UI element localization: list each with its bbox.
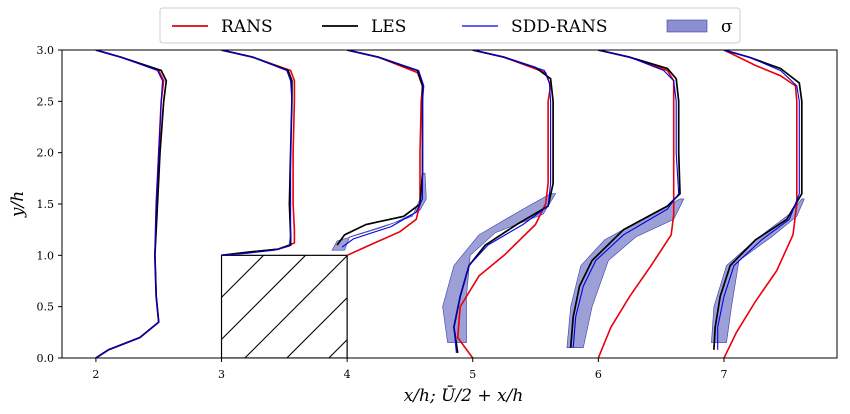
y-tick-label: 2.0 (37, 147, 55, 160)
y-axis-title: y/h (8, 191, 28, 218)
x-axis-title: x/h; Ū/2 + x/h (404, 385, 524, 406)
sigma-band-x7 (711, 198, 805, 343)
hatch-line (244, 255, 348, 358)
sigma-band-x6 (566, 198, 685, 348)
obstacle-hatch (221, 255, 348, 358)
rans-profile-x4 (346, 50, 424, 257)
sdd-rans-profile-x5 (453, 50, 552, 353)
legend-swatch-sigma (666, 19, 708, 33)
y-tick-label: 0.5 (37, 301, 55, 314)
y-tick-label: 3.0 (37, 44, 55, 57)
les-profile-x7 (713, 50, 803, 350)
x-tick-label: 5 (469, 368, 476, 381)
obstacle-block (220, 254, 348, 358)
hatch-line (221, 255, 306, 341)
hatch-line (221, 255, 222, 257)
legend-label: LES (371, 17, 406, 37)
y-tick-label: 0.0 (37, 352, 55, 365)
legend: RANS LES SDD-RANS σ (159, 7, 741, 44)
rans-profile-x2 (95, 50, 165, 358)
legend-label: SDD-RANS (511, 17, 608, 37)
legend-label: RANS (221, 17, 273, 37)
rans-profile-x6 (597, 50, 675, 358)
y-tick-label: 2.5 (37, 95, 55, 108)
x-tick-label: 4 (344, 368, 351, 381)
hatch-line (328, 338, 348, 358)
les-profile-x3 (221, 50, 293, 257)
x-tick-label: 3 (218, 368, 225, 381)
x-tick-label: 2 (92, 368, 99, 381)
legend-box (159, 7, 741, 44)
les-profile-x6 (569, 50, 681, 348)
sdd-rans-profile-x3 (221, 50, 293, 256)
hatch-line (221, 255, 264, 299)
legend-label: σ (721, 17, 733, 37)
sdd-rans-profile-x6 (572, 50, 680, 348)
x-tick-label: 7 (720, 368, 727, 381)
rans-profile-x3 (221, 50, 296, 257)
x-tick-label: 6 (595, 368, 602, 381)
sdd-rans-profile-x2 (95, 50, 164, 358)
sigma-band-x4 (331, 172, 427, 251)
plot-area (95, 50, 805, 358)
y-tick-label: 1.0 (37, 249, 55, 262)
hatch-line (286, 296, 348, 358)
sdd-rans-profile-x4 (341, 50, 425, 248)
rans-profile-x7 (723, 50, 798, 358)
sdd-rans-profile-x7 (717, 50, 800, 350)
y-tick-label: 1.5 (37, 198, 55, 211)
